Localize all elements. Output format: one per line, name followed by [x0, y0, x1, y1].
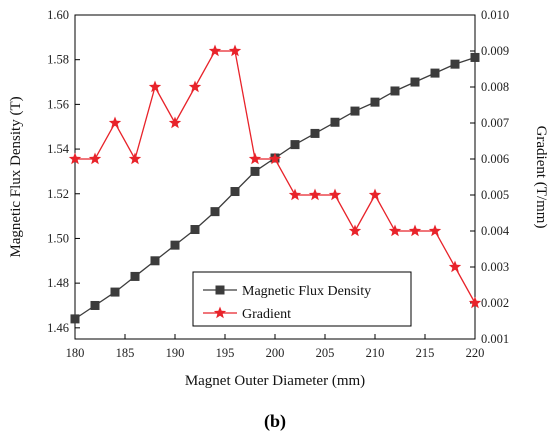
flux-density-point	[330, 117, 340, 127]
gradient-point	[108, 116, 122, 129]
y-tick-label: 1.60	[47, 8, 69, 22]
gradient-point	[228, 44, 242, 57]
x-tick-label: 200	[266, 346, 285, 360]
ticks-layer: 180 185 190 195 200 205 210 215 220 1.46 1.48 1.50 1…	[47, 8, 510, 360]
y2-tick-label: 0.008	[481, 80, 509, 94]
gradient-point	[208, 44, 222, 57]
y2-tick-label: 0.001	[481, 332, 509, 346]
flux-density-point	[350, 106, 360, 116]
series-layer	[68, 44, 482, 324]
flux-density-point	[290, 140, 300, 150]
x-axis-label: Magnet Outer Diameter (mm)	[185, 373, 365, 389]
gradient-point	[248, 152, 262, 165]
flux-density-point	[390, 86, 400, 96]
gradient-point	[468, 296, 482, 309]
y2-tick-label: 0.006	[481, 152, 509, 166]
flux-density-point	[310, 128, 320, 138]
y-tick-label: 1.52	[47, 187, 69, 201]
y2-tick-label: 0.005	[481, 188, 509, 202]
gradient-point	[288, 188, 302, 201]
gradient-point	[168, 116, 182, 129]
gradient-point	[408, 224, 422, 237]
legend-marker-flux	[215, 285, 225, 295]
gradient-point	[368, 188, 382, 201]
gradient-point	[188, 80, 202, 93]
flux-density-point	[90, 300, 100, 310]
gradient-point	[268, 152, 282, 165]
legend-box	[192, 271, 412, 327]
flux-density-point	[470, 52, 480, 62]
gradient-point	[388, 224, 402, 237]
y2-tick-label: 0.004	[481, 224, 510, 238]
flux-density-point	[70, 314, 80, 324]
gradient-point	[328, 188, 342, 201]
flux-density-point	[430, 68, 440, 78]
x-tick-label: 210	[366, 346, 385, 360]
y-tick-label: 1.54	[47, 142, 70, 156]
legend-label-gradient: Gradient	[242, 307, 291, 322]
flux-density-point	[450, 59, 460, 69]
x-tick-label: 180	[66, 346, 85, 360]
flux-density-point	[370, 97, 380, 107]
y-axis-label: Magnetic Flux Density (T)	[8, 96, 24, 257]
gradient-point	[148, 80, 162, 93]
legend: Magnetic Flux Density Gradient	[192, 271, 412, 327]
y-tick-label: 1.46	[47, 321, 69, 335]
flux-density-point	[250, 166, 260, 176]
gradient-point	[308, 188, 322, 201]
y-tick-label: 1.58	[47, 53, 69, 67]
y2-tick-label: 0.010	[481, 8, 509, 22]
gradient-point	[448, 260, 462, 273]
y2-tick-label: 0.007	[481, 116, 509, 130]
x-tick-label: 185	[116, 346, 135, 360]
y-tick-label: 1.50	[47, 231, 69, 245]
x-tick-label: 190	[166, 346, 185, 360]
x-tick-label: 205	[316, 346, 335, 360]
flux-density-point	[150, 256, 160, 266]
series-line-gradient	[75, 50, 476, 304]
gradient-point	[348, 224, 362, 237]
flux-density-point	[130, 271, 140, 281]
legend-label-flux: Magnetic Flux Density	[242, 284, 371, 299]
gradient-point	[128, 152, 142, 165]
x-tick-label: 215	[416, 346, 435, 360]
y-tick-label: 1.48	[47, 276, 69, 290]
flux-density-point	[190, 225, 200, 235]
gradient-point	[88, 152, 102, 165]
x-tick-label: 195	[216, 346, 235, 360]
flux-density-point	[110, 287, 120, 297]
flux-density-point	[410, 77, 420, 87]
x-tick-label: 220	[466, 346, 485, 360]
gradient-point	[428, 224, 442, 237]
y2-tick-label: 0.009	[481, 44, 509, 58]
panel-label: (b)	[264, 411, 286, 432]
flux-density-point	[210, 207, 220, 217]
y-tick-label: 1.56	[47, 97, 69, 111]
flux-density-point	[170, 240, 180, 250]
flux-density-point	[230, 187, 240, 197]
gradient-point	[68, 152, 82, 165]
legend-marker-gradient	[213, 306, 227, 319]
y2-tick-label: 0.003	[481, 260, 509, 274]
y2-axis-label: Gradient (T/mm)	[533, 126, 549, 229]
y2-tick-label: 0.002	[481, 296, 509, 310]
